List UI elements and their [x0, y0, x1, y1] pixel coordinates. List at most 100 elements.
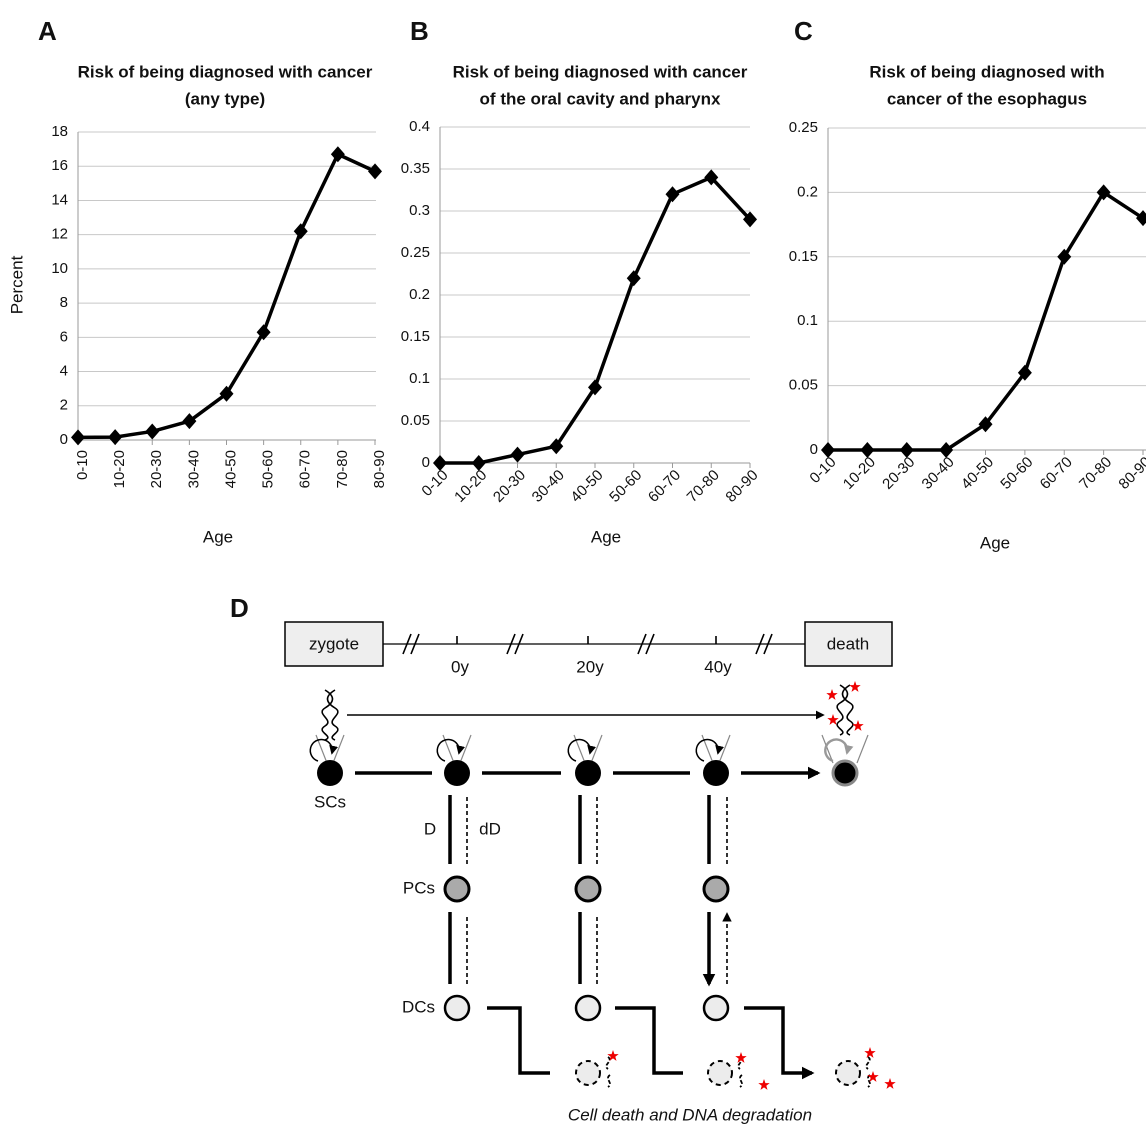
y-tick-label: 0 — [810, 441, 818, 458]
data-point — [256, 324, 271, 341]
x-tick-label: 20-30 — [148, 450, 165, 488]
timeline-tick: 40y — [704, 657, 732, 676]
data-point — [626, 270, 641, 287]
x-tick-label: 30-40 — [919, 454, 958, 493]
y-tick-label: 0.05 — [789, 377, 818, 394]
x-tick-label: 10-20 — [840, 454, 879, 493]
data-point — [293, 223, 308, 240]
data-point — [1096, 184, 1111, 201]
x-axis-label: Age — [591, 527, 621, 546]
x-tick-label: 80-90 — [1115, 454, 1146, 493]
x-axis-label: Age — [203, 527, 233, 546]
data-point — [899, 442, 914, 458]
y-tick-label: 18 — [51, 123, 68, 140]
x-tick-label: 20-30 — [490, 467, 529, 506]
data-point — [471, 455, 486, 471]
y-tick-label: 0.25 — [789, 119, 818, 136]
y-tick-label: 0.25 — [401, 244, 430, 261]
y-tick-label: 10 — [51, 260, 68, 277]
dna — [836, 684, 854, 736]
x-tick-label: 40-50 — [567, 467, 606, 506]
chart-title: cancer of the esophagus — [887, 89, 1087, 108]
arrow-label: D — [424, 819, 436, 838]
data-point — [182, 413, 197, 430]
differentiated-cells — [443, 994, 730, 1022]
row-label: SCs — [314, 792, 346, 811]
x-tick-label: 10-20 — [111, 450, 128, 488]
y-tick-label: 0.1 — [409, 370, 430, 387]
timeline-tick: 20y — [576, 657, 604, 676]
x-tick-label: 0-10 — [74, 450, 91, 480]
x-tick-label: 60-70 — [1037, 454, 1076, 493]
x-tick-label: 40-50 — [958, 454, 997, 493]
dna — [321, 689, 339, 741]
y-tick-label: 4 — [60, 363, 68, 380]
chart-title: Risk of being diagnosed with cancer — [78, 62, 373, 81]
y-tick-label: 0 — [422, 454, 430, 471]
timeline-end: death — [827, 634, 870, 653]
x-tick-label: 30-40 — [185, 450, 202, 488]
arrow-label: dD — [479, 819, 501, 838]
x-tick-label: 80-90 — [722, 467, 761, 506]
x-tick-label: 60-70 — [297, 450, 314, 488]
y-tick-label: 0.15 — [401, 328, 430, 345]
chart-title: Risk of being diagnosed with cancer — [453, 62, 748, 81]
panel-letter: A — [38, 16, 57, 46]
x-tick-label: 70-80 — [1076, 454, 1115, 493]
x-tick-label: 70-80 — [684, 467, 723, 506]
data-point — [368, 163, 382, 180]
stem-cells — [310, 735, 869, 786]
data-point — [330, 146, 345, 163]
data-point — [939, 442, 954, 458]
x-tick-label: 0-10 — [806, 454, 839, 487]
x-tick-label: 60-70 — [645, 467, 684, 506]
y-tick-label: 0.2 — [797, 183, 818, 200]
panel-letter: B — [410, 16, 429, 46]
caption: Cell death and DNA degradation — [568, 1105, 812, 1124]
y-tick-label: 6 — [60, 328, 68, 345]
x-tick-label: 30-40 — [529, 467, 568, 506]
diagram: zygote death 0y 20y 40y SCs PCs DCs D dD… — [284, 621, 896, 1124]
data-point — [108, 429, 123, 446]
x-tick-label: 20-30 — [879, 454, 918, 493]
x-tick-label: 0-10 — [418, 467, 451, 500]
x-tick-label: 70-80 — [334, 450, 351, 488]
data-point — [549, 438, 564, 455]
panel-letters: A B C D — [38, 16, 813, 623]
data-point — [1057, 248, 1072, 265]
panel-letter: D — [230, 593, 249, 623]
y-tick-label: 0.2 — [409, 286, 430, 303]
x-tick-label: 50-60 — [260, 450, 277, 488]
x-axis-label: Age — [980, 533, 1010, 552]
chart-title: Risk of being diagnosed with — [869, 62, 1104, 81]
y-tick-label: 0.05 — [401, 412, 430, 429]
panel-letter: C — [794, 16, 813, 46]
data-point — [71, 429, 85, 446]
y-tick-label: 14 — [51, 191, 68, 208]
data-point — [860, 442, 875, 458]
data-point — [1017, 364, 1032, 381]
y-tick-label: 12 — [51, 226, 68, 243]
y-tick-label: 0.3 — [409, 202, 430, 219]
data-point — [588, 379, 602, 396]
dead-cells — [575, 1047, 896, 1090]
data-point — [821, 442, 835, 458]
chart-title: of the oral cavity and pharynx — [480, 89, 721, 108]
data-point — [665, 186, 680, 203]
data-point — [978, 416, 993, 433]
data-point — [510, 446, 525, 463]
data-point — [1136, 210, 1146, 227]
x-tick-label: 10-20 — [451, 467, 490, 506]
row-label: DCs — [402, 997, 435, 1016]
series-line — [440, 175, 752, 465]
chart-title: (any type) — [185, 89, 265, 108]
y-tick-label: 0.35 — [401, 160, 430, 177]
x-tick-label: 50-60 — [997, 454, 1036, 493]
data-point — [743, 211, 757, 228]
data-point — [219, 385, 234, 402]
timeline-box — [284, 621, 384, 667]
y-tick-label: 0.1 — [797, 312, 818, 329]
y-tick-label: 16 — [51, 157, 68, 174]
x-tick-label: 80-90 — [371, 450, 388, 488]
